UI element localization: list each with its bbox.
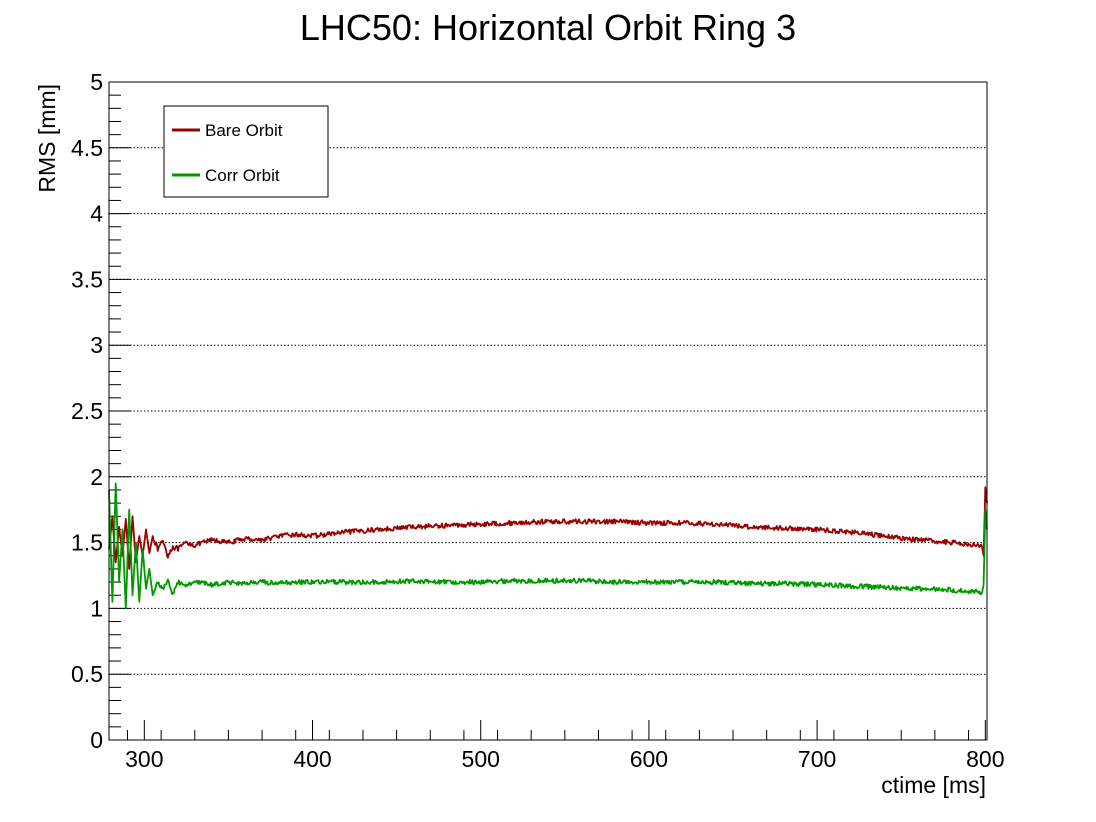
x-tick-label: 500 xyxy=(462,746,500,772)
y-tick-label: 3 xyxy=(90,332,103,358)
y-axis-label: RMS [mm] xyxy=(34,84,60,193)
y-tick-label: 1 xyxy=(90,595,103,621)
plot-frame xyxy=(108,81,988,741)
x-tick-labels: 300 400 500 600 700 800 xyxy=(125,746,1004,772)
x-axis-label: ctime [ms] xyxy=(881,772,986,798)
y-tick-label: 4 xyxy=(90,201,103,227)
x-tick-label: 400 xyxy=(293,746,331,772)
series-line-corr-orbit xyxy=(108,482,988,610)
legend-label-bare-orbit: Bare Orbit xyxy=(205,121,283,140)
y-tick-label: 3.5 xyxy=(71,266,103,292)
y-tick-label: 1.5 xyxy=(71,530,103,556)
series-lines xyxy=(108,482,988,610)
chart-title: LHC50: Horizontal Orbit Ring 3 xyxy=(300,7,796,48)
legend-label-corr-orbit: Corr Orbit xyxy=(205,166,280,185)
legend: Bare Orbit Corr Orbit xyxy=(163,105,329,198)
y-tick-label: 2.5 xyxy=(71,398,103,424)
y-tick-label: 5 xyxy=(90,69,103,95)
y-tick-label: 0.5 xyxy=(71,661,103,687)
axis-ticks xyxy=(109,81,986,741)
y-tick-labels: 0 0.5 1 1.5 2 2.5 3 3.5 4 4.5 5 xyxy=(71,69,103,753)
legend-box xyxy=(163,105,329,198)
x-tick-label: 300 xyxy=(125,746,163,772)
x-tick-label: 600 xyxy=(630,746,668,772)
x-tick-label: 800 xyxy=(966,746,1004,772)
series-line-bare-orbit xyxy=(108,486,988,570)
y-tick-label: 2 xyxy=(90,464,103,490)
gridlines xyxy=(109,147,987,675)
y-tick-label: 4.5 xyxy=(71,135,103,161)
x-tick-label: 700 xyxy=(798,746,836,772)
y-tick-label: 0 xyxy=(90,727,103,753)
